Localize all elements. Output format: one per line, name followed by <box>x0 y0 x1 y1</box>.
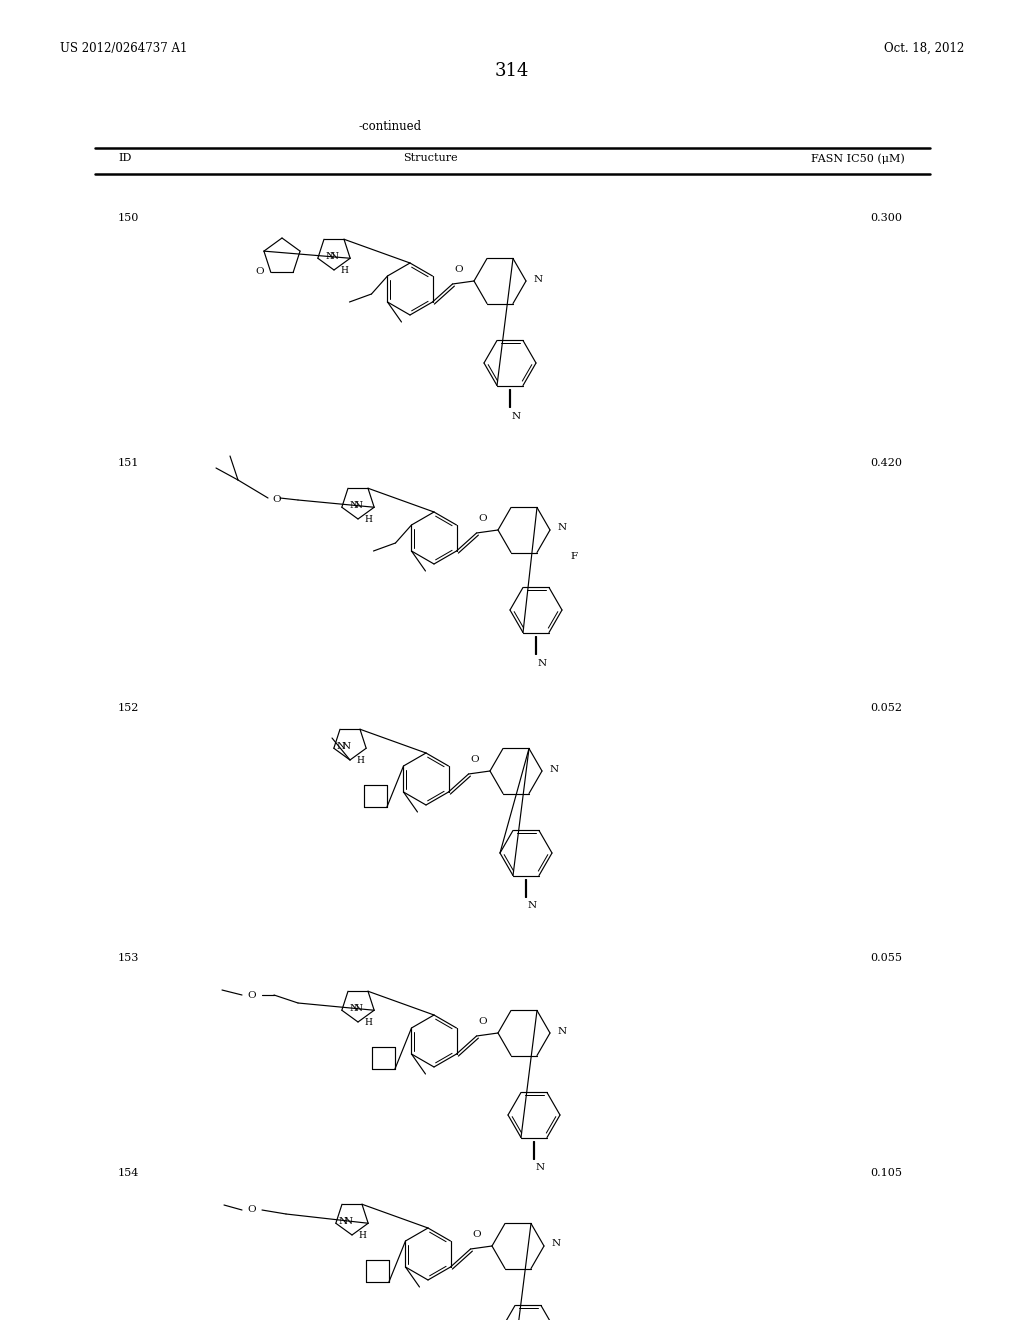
Text: H: H <box>358 1232 367 1241</box>
Text: ID: ID <box>118 153 131 162</box>
Text: O: O <box>478 513 486 523</box>
Text: 152: 152 <box>118 704 139 713</box>
Text: N: N <box>330 252 339 261</box>
Text: F: F <box>570 552 578 561</box>
Text: N: N <box>512 412 521 421</box>
Text: H: H <box>365 515 372 524</box>
Text: N: N <box>536 1163 545 1172</box>
Text: FASN IC50 (μM): FASN IC50 (μM) <box>811 153 905 164</box>
Text: 150: 150 <box>118 213 139 223</box>
Text: 0.105: 0.105 <box>870 1168 902 1177</box>
Text: N: N <box>337 742 346 751</box>
Text: N: N <box>558 524 567 532</box>
Text: 0.052: 0.052 <box>870 704 902 713</box>
Text: O: O <box>248 1205 256 1214</box>
Text: N: N <box>339 1217 348 1226</box>
Text: N: N <box>534 275 543 284</box>
Text: 314: 314 <box>495 62 529 81</box>
Text: O: O <box>472 1230 481 1239</box>
Text: N: N <box>353 502 362 510</box>
Text: -continued: -continued <box>358 120 422 133</box>
Text: 151: 151 <box>118 458 139 469</box>
Text: N: N <box>344 1217 353 1226</box>
Text: H: H <box>365 1018 372 1027</box>
Text: N: N <box>350 500 359 510</box>
Text: Structure: Structure <box>402 153 458 162</box>
Text: Oct. 18, 2012: Oct. 18, 2012 <box>884 42 964 55</box>
Text: 0.300: 0.300 <box>870 213 902 223</box>
Text: N: N <box>558 1027 567 1035</box>
Text: N: N <box>326 252 335 261</box>
Text: N: N <box>528 902 538 909</box>
Text: O: O <box>248 990 256 999</box>
Text: O: O <box>470 755 479 764</box>
Text: O: O <box>255 267 264 276</box>
Text: 0.420: 0.420 <box>870 458 902 469</box>
Text: H: H <box>356 756 365 766</box>
Text: O: O <box>478 1016 486 1026</box>
Text: N: N <box>538 659 547 668</box>
Text: 154: 154 <box>118 1168 139 1177</box>
Text: US 2012/0264737 A1: US 2012/0264737 A1 <box>60 42 187 55</box>
Text: O: O <box>272 495 281 504</box>
Text: N: N <box>550 764 559 774</box>
Text: 153: 153 <box>118 953 139 964</box>
Text: N: N <box>342 742 351 751</box>
Text: H: H <box>340 267 348 276</box>
Text: N: N <box>353 1005 362 1012</box>
Text: N: N <box>350 1003 359 1012</box>
Text: O: O <box>455 265 463 275</box>
Text: 0.055: 0.055 <box>870 953 902 964</box>
Text: N: N <box>552 1239 561 1249</box>
